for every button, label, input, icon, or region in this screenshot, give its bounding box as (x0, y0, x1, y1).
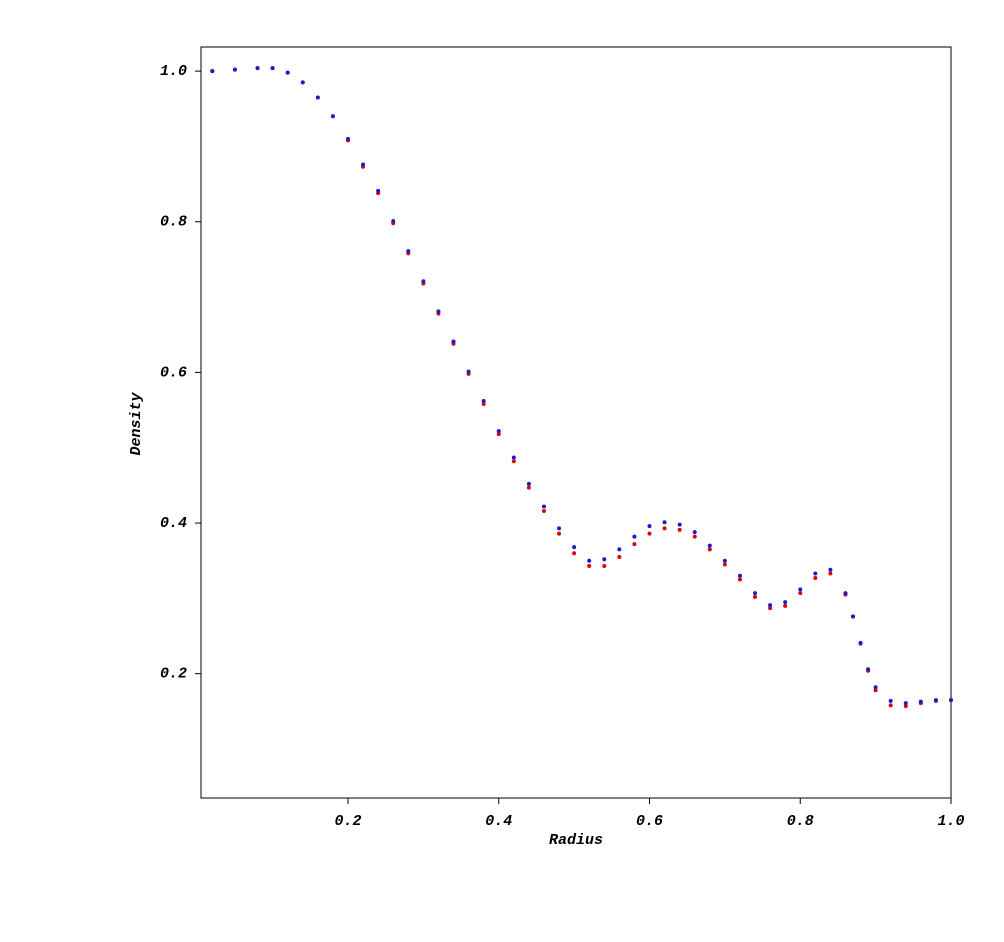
data-point (783, 600, 788, 605)
data-point (557, 526, 562, 531)
data-point (315, 95, 320, 100)
data-point (768, 603, 773, 608)
data-point (255, 66, 260, 71)
data-point (692, 534, 697, 539)
data-point (557, 531, 562, 536)
data-point (783, 603, 788, 608)
data-point (587, 558, 592, 563)
data-point (451, 339, 456, 344)
data-point (933, 698, 938, 703)
data-point (270, 66, 275, 71)
data-point (617, 554, 622, 559)
data-point (406, 249, 411, 254)
data-point (285, 70, 290, 75)
data-point (481, 402, 486, 407)
data-point (828, 567, 833, 572)
data-point (541, 504, 546, 509)
data-point (330, 114, 335, 119)
data-point (903, 701, 908, 706)
data-point (345, 136, 350, 141)
data-point (918, 699, 923, 704)
data-point (888, 698, 893, 703)
data-point (436, 309, 441, 314)
data-point (798, 587, 803, 592)
data-point (949, 698, 953, 703)
data-point (647, 531, 652, 536)
y-tick-label: 0.4 (160, 515, 187, 532)
data-point (376, 188, 381, 193)
data-point (481, 399, 486, 404)
data-point (813, 571, 818, 576)
plot-frame (200, 46, 952, 799)
data-point (662, 526, 667, 531)
data-point (707, 543, 712, 548)
data-point (873, 685, 878, 690)
data-point (602, 563, 607, 568)
data-point (677, 527, 682, 532)
data-point (843, 591, 848, 596)
data-point (866, 667, 871, 672)
data-point (662, 520, 667, 525)
data-point (858, 640, 863, 645)
x-tick-label: 0.4 (485, 813, 512, 830)
data-point (210, 69, 215, 74)
data-point (496, 429, 501, 434)
data-point (617, 547, 622, 552)
data-point (798, 591, 803, 596)
data-point (526, 485, 531, 490)
data-point (753, 594, 758, 599)
data-point (466, 369, 471, 374)
data-point (903, 704, 908, 709)
data-point (300, 80, 305, 85)
data-point (391, 219, 396, 224)
data-point (888, 703, 893, 708)
data-point (647, 524, 652, 529)
data-point (828, 571, 833, 576)
data-point (572, 545, 577, 550)
data-point (737, 573, 742, 578)
data-point (526, 481, 531, 486)
data-point (602, 557, 607, 562)
y-axis-label: Density (128, 391, 145, 455)
data-point (361, 162, 366, 167)
data-point (873, 688, 878, 693)
data-point (541, 509, 546, 514)
data-point (722, 562, 727, 567)
x-tick-label: 0.8 (787, 813, 814, 830)
data-point (572, 551, 577, 556)
data-point (753, 591, 758, 596)
data-point (421, 279, 426, 284)
data-point (496, 432, 501, 437)
y-tick-label: 0.6 (160, 364, 187, 381)
data-point (587, 563, 592, 568)
data-point (722, 558, 727, 563)
y-tick-label: 1.0 (160, 63, 187, 80)
data-point (632, 534, 637, 539)
data-point (851, 614, 856, 619)
data-point (511, 459, 516, 464)
data-point (632, 542, 637, 547)
data-point (737, 577, 742, 582)
x-tick-label: 0.6 (636, 813, 663, 830)
data-point (232, 67, 237, 72)
y-tick-label: 0.2 (160, 666, 187, 683)
data-point (768, 606, 773, 611)
x-tick-label: 0.2 (334, 813, 361, 830)
data-point (511, 455, 516, 460)
data-point (813, 576, 818, 581)
data-point (707, 547, 712, 552)
data-point (692, 530, 697, 535)
x-axis-label: Radius (549, 832, 603, 849)
y-tick-label: 0.8 (160, 214, 187, 231)
x-tick-label: 1.0 (937, 813, 964, 830)
data-point (677, 522, 682, 527)
